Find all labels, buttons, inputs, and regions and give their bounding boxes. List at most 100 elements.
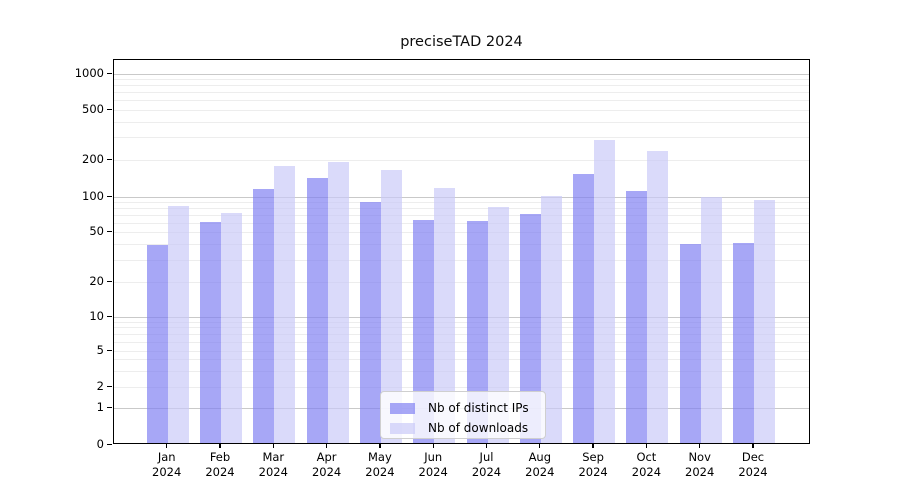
- y-axis-tick-label: 200: [82, 151, 104, 166]
- y-axis-tick-label: 20: [89, 273, 104, 288]
- x-axis-tick-label: Sep 2024: [566, 450, 620, 479]
- x-axis-tick-label: Jun 2024: [406, 450, 460, 479]
- x-label-year: 2024: [311, 464, 342, 479]
- bar-downloads: [647, 150, 669, 443]
- y-axis-tick: [107, 280, 112, 282]
- gridline-minor: [114, 85, 809, 87]
- bar-distinct-ips: [253, 188, 275, 443]
- chart-title: preciseTAD 2024: [400, 34, 523, 50]
- gridline-minor: [114, 232, 809, 233]
- x-label-month: Sep: [582, 450, 604, 464]
- x-axis-tick-label: Dec 2024: [726, 450, 780, 479]
- bar-downloads: [754, 199, 775, 443]
- y-axis-tick: [107, 231, 112, 233]
- x-label-year: 2024: [205, 464, 235, 479]
- bar-distinct-ips: [519, 213, 541, 443]
- bar-distinct-ips: [200, 222, 221, 443]
- bar-downloads: [274, 166, 296, 443]
- x-label-month: Jul: [479, 450, 494, 464]
- gridline-minor: [114, 92, 809, 94]
- x-axis-tick: [272, 443, 274, 448]
- y-axis-tick: [107, 158, 112, 160]
- bar-distinct-ips: [573, 174, 595, 443]
- gridline-minor: [114, 359, 809, 361]
- x-axis-tick-label: Mar 2024: [246, 450, 300, 479]
- gridline-minor: [114, 259, 809, 261]
- legend-swatch-distinct-ips: [390, 402, 415, 414]
- gridline-minor: [114, 341, 809, 343]
- x-axis-tick: [325, 443, 328, 448]
- x-label-year: 2024: [631, 464, 662, 479]
- x-axis-tick: [485, 443, 488, 448]
- y-axis-tick-label: 50: [89, 224, 104, 238]
- gridline-minor: [114, 109, 809, 111]
- y-axis-tick: [107, 386, 112, 388]
- y-axis-tick-label: 5: [96, 342, 104, 357]
- bar-downloads: [540, 195, 562, 443]
- gridline-minor: [114, 79, 809, 81]
- bar-distinct-ips: [626, 190, 648, 443]
- gridline-major: [114, 316, 809, 318]
- gridline-minor: [114, 121, 809, 123]
- bar-distinct-ips: [733, 242, 754, 443]
- x-label-year: 2024: [418, 464, 448, 479]
- bar-distinct-ips: [359, 201, 381, 443]
- bar-downloads: [700, 197, 722, 443]
- gridline-minor: [114, 321, 809, 323]
- legend-row: Nb of downloads: [390, 418, 528, 438]
- bar-downloads: [380, 170, 402, 443]
- y-axis-tick-label: 2: [96, 379, 104, 393]
- gridline-major: [114, 74, 809, 75]
- x-axis-tick-label: Oct 2024: [619, 450, 673, 479]
- y-axis-tick-label: 10: [89, 308, 104, 323]
- x-label-year: 2024: [578, 464, 608, 479]
- gridline-minor: [114, 137, 809, 139]
- x-axis-tick: [379, 443, 381, 448]
- y-axis-tick: [107, 108, 112, 110]
- bar-downloads: [221, 212, 242, 443]
- y-axis-tick-label: 0: [96, 436, 104, 451]
- x-axis-tick: [752, 443, 754, 448]
- x-label-month: Jan: [157, 450, 176, 464]
- x-axis-tick-label: Nov 2024: [673, 450, 727, 479]
- x-label-year: 2024: [525, 464, 555, 479]
- x-axis-tick-label: Aug 2024: [513, 450, 567, 479]
- x-label-month: Feb: [209, 450, 231, 464]
- x-label-month: Dec: [741, 450, 765, 464]
- x-label-year: 2024: [471, 464, 502, 479]
- gridline-minor: [114, 100, 809, 102]
- x-axis-tick: [539, 443, 541, 448]
- x-label-month: Aug: [528, 450, 552, 464]
- bar-distinct-ips: [146, 245, 168, 443]
- x-label-year: 2024: [685, 464, 715, 479]
- y-axis-tick: [107, 443, 112, 445]
- x-axis-tick-label: Apr 2024: [300, 450, 354, 479]
- gridline-minor: [114, 244, 809, 246]
- x-axis-tick: [592, 443, 594, 448]
- y-axis-tick-label: 100: [82, 189, 104, 203]
- gridline-major: [114, 197, 809, 198]
- gridline-minor: [114, 159, 809, 161]
- legend-label: Nb of distinct IPs: [428, 401, 529, 415]
- y-axis-tick: [107, 349, 112, 351]
- bar-distinct-ips: [413, 220, 435, 443]
- x-label-month: Apr: [316, 450, 337, 464]
- bar-downloads: [327, 162, 349, 443]
- bar-downloads: [434, 188, 456, 443]
- x-label-month: May: [368, 450, 392, 464]
- bar-distinct-ips: [466, 221, 488, 443]
- bar-distinct-ips: [306, 177, 328, 443]
- bar-distinct-ips: [679, 244, 701, 443]
- x-label-month: Jun: [424, 450, 443, 464]
- y-axis-tick: [107, 407, 112, 409]
- x-label-year: 2024: [738, 464, 768, 479]
- gridline-minor: [114, 350, 809, 352]
- x-axis-tick-label: Jan 2024: [140, 450, 194, 479]
- gridline-minor: [114, 327, 809, 329]
- legend: Nb of distinct IPs Nb of downloads: [380, 391, 546, 439]
- gridline-minor: [114, 215, 809, 216]
- bar-downloads: [487, 207, 509, 443]
- gridline-minor: [114, 222, 809, 224]
- plot-area: [113, 59, 810, 444]
